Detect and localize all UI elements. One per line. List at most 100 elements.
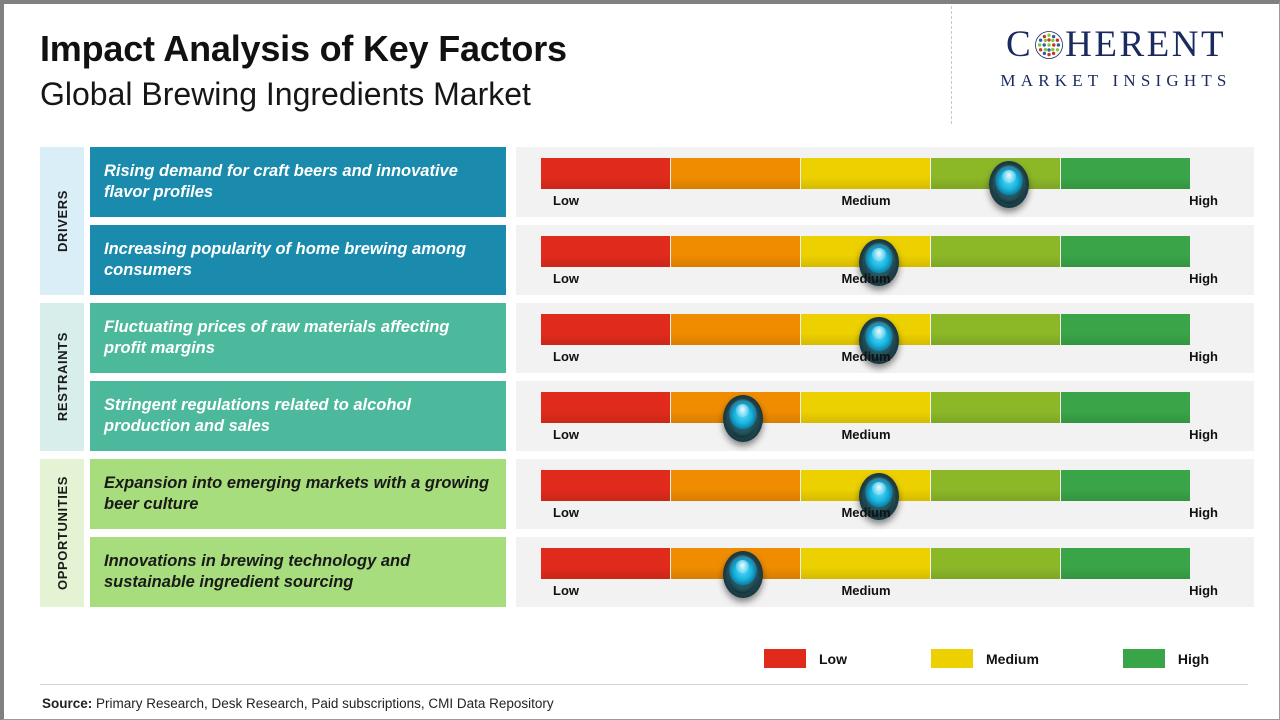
tick-label-medium: Medium bbox=[841, 193, 891, 208]
category-block-restraints: RESTRAINTS bbox=[40, 303, 84, 451]
gauge-segment-1 bbox=[541, 548, 671, 579]
gauge-segment-2 bbox=[671, 236, 801, 267]
gauge-segment-3 bbox=[801, 392, 931, 423]
tick-label-low: Low bbox=[553, 583, 579, 598]
footer-divider bbox=[40, 684, 1248, 685]
tick-label-medium: Medium bbox=[841, 271, 891, 286]
legend-label: Medium bbox=[986, 650, 1039, 667]
gauge-segment-5 bbox=[1061, 158, 1191, 189]
factor-text: Fluctuating prices of raw materials affe… bbox=[104, 317, 450, 357]
tick-label-medium: Medium bbox=[841, 349, 891, 364]
source-label: Source: bbox=[42, 696, 93, 711]
category-label: DRIVERS bbox=[54, 190, 70, 252]
factor-box[interactable]: Stringent regulations related to alcohol… bbox=[90, 381, 506, 451]
legend-item: Medium bbox=[931, 649, 1039, 668]
category-label: RESTRAINTS bbox=[54, 332, 70, 422]
category-block-drivers: DRIVERS bbox=[40, 147, 84, 295]
legend-swatch bbox=[931, 649, 973, 668]
tick-label-high: High bbox=[1189, 193, 1218, 208]
category-label: OPPORTUNITIES bbox=[54, 476, 70, 590]
gauge-segment-5 bbox=[1061, 392, 1191, 423]
page-subtitle: Global Brewing Ingredients Market bbox=[40, 75, 531, 112]
globe-icon bbox=[1034, 30, 1064, 60]
gauge-segment-4 bbox=[931, 392, 1061, 423]
factor-box[interactable]: Fluctuating prices of raw materials affe… bbox=[90, 303, 506, 373]
gauge-segment-4 bbox=[931, 470, 1061, 501]
impact-gauge[interactable]: Low Medium High bbox=[516, 537, 1254, 607]
tick-label-low: Low bbox=[553, 271, 579, 286]
legend-item: High bbox=[1122, 649, 1209, 668]
logo-tagline: MARKET INSIGHTS bbox=[1000, 71, 1232, 90]
header: Impact Analysis of Key Factors Global Br… bbox=[40, 30, 940, 113]
gauge-segment-2 bbox=[671, 314, 801, 345]
legend-label: High bbox=[1177, 650, 1209, 667]
gauge-segment-3 bbox=[801, 548, 931, 579]
gauge-scale: Low Medium High bbox=[541, 271, 1231, 291]
tick-label-high: High bbox=[1189, 583, 1218, 598]
factor-box[interactable]: Expansion into emerging markets with a g… bbox=[90, 459, 506, 529]
gauge-bar bbox=[541, 470, 1191, 520]
gauge-segment-5 bbox=[1061, 236, 1191, 267]
gauge-bar bbox=[541, 548, 1191, 598]
logo-word-right: HERENT bbox=[1065, 24, 1227, 65]
coherent-market-insights-logo: C bbox=[966, 26, 1266, 91]
gauge-marker[interactable] bbox=[859, 239, 899, 286]
impact-gauge[interactable]: Low Medium High bbox=[516, 225, 1254, 295]
factor-text: Expansion into emerging markets with a g… bbox=[104, 473, 490, 513]
tick-label-medium: Medium bbox=[841, 427, 891, 442]
factor-box[interactable]: Rising demand for craft beers and innova… bbox=[90, 147, 506, 217]
tick-label-high: High bbox=[1189, 427, 1218, 442]
factor-text: Innovations in brewing technology and su… bbox=[104, 551, 411, 591]
gauge-bar bbox=[541, 158, 1191, 208]
tick-label-medium: Medium bbox=[841, 505, 891, 520]
tick-label-high: High bbox=[1189, 505, 1218, 520]
header-divider bbox=[951, 6, 952, 124]
tick-label-low: Low bbox=[553, 349, 579, 364]
gauge-segment-5 bbox=[1061, 470, 1191, 501]
tick-label-medium: Medium bbox=[841, 583, 891, 598]
gauge-segment-1 bbox=[541, 236, 671, 267]
gauge-bar bbox=[541, 314, 1191, 364]
gauge-marker[interactable] bbox=[859, 317, 899, 364]
impact-gauge[interactable]: Low Medium High bbox=[516, 459, 1254, 529]
gauge-marker[interactable] bbox=[722, 395, 763, 442]
gauge-segment-2 bbox=[671, 470, 801, 501]
source-note: Source: Primary Research, Desk Research,… bbox=[42, 696, 554, 711]
legend-label: Low bbox=[819, 650, 847, 667]
logo-word-left: C bbox=[1005, 24, 1034, 65]
gauge-segment-5 bbox=[1061, 548, 1191, 579]
tick-label-low: Low bbox=[553, 505, 579, 520]
category-block-opportunities: OPPORTUNITIES bbox=[40, 459, 84, 607]
factor-text: Stringent regulations related to alcohol… bbox=[104, 395, 412, 435]
page-title: Impact Analysis of Key Factors bbox=[40, 28, 567, 69]
tick-label-low: Low bbox=[553, 427, 579, 442]
factor-text: Rising demand for craft beers and innova… bbox=[104, 161, 458, 201]
gauge-segment-2 bbox=[671, 158, 801, 189]
gauge-segment-1 bbox=[541, 470, 671, 501]
gauge-bar bbox=[541, 236, 1191, 286]
legend-swatch bbox=[764, 649, 806, 668]
factor-text: Increasing popularity of home brewing am… bbox=[104, 239, 467, 279]
impact-gauge[interactable]: Low Medium High bbox=[516, 147, 1254, 217]
gauge-marker[interactable] bbox=[859, 473, 899, 520]
gauge-scale: Low Medium High bbox=[541, 505, 1231, 525]
legend: Low Medium High bbox=[764, 649, 1209, 668]
impact-gauge[interactable]: Low Medium High bbox=[516, 303, 1254, 373]
gauge-scale: Low Medium High bbox=[541, 349, 1231, 369]
gauge-marker[interactable] bbox=[989, 161, 1029, 208]
gauge-segment-4 bbox=[931, 236, 1061, 267]
gauge-marker[interactable] bbox=[722, 551, 763, 598]
gauge-scale: Low Medium High bbox=[541, 583, 1231, 603]
impact-gauge[interactable]: Low Medium High bbox=[516, 381, 1254, 451]
logo-wordmark: C bbox=[966, 26, 1266, 63]
legend-item: Low bbox=[764, 649, 847, 668]
gauge-segment-5 bbox=[1061, 314, 1191, 345]
source-text: Primary Research, Desk Research, Paid su… bbox=[92, 696, 554, 711]
tick-label-high: High bbox=[1189, 349, 1218, 364]
factor-box[interactable]: Innovations in brewing technology and su… bbox=[90, 537, 506, 607]
tick-label-high: High bbox=[1189, 271, 1218, 286]
gauge-segment-3 bbox=[801, 158, 931, 189]
gauge-segment-4 bbox=[931, 548, 1061, 579]
gauge-scale: Low Medium High bbox=[541, 427, 1231, 447]
factor-box[interactable]: Increasing popularity of home brewing am… bbox=[90, 225, 506, 295]
